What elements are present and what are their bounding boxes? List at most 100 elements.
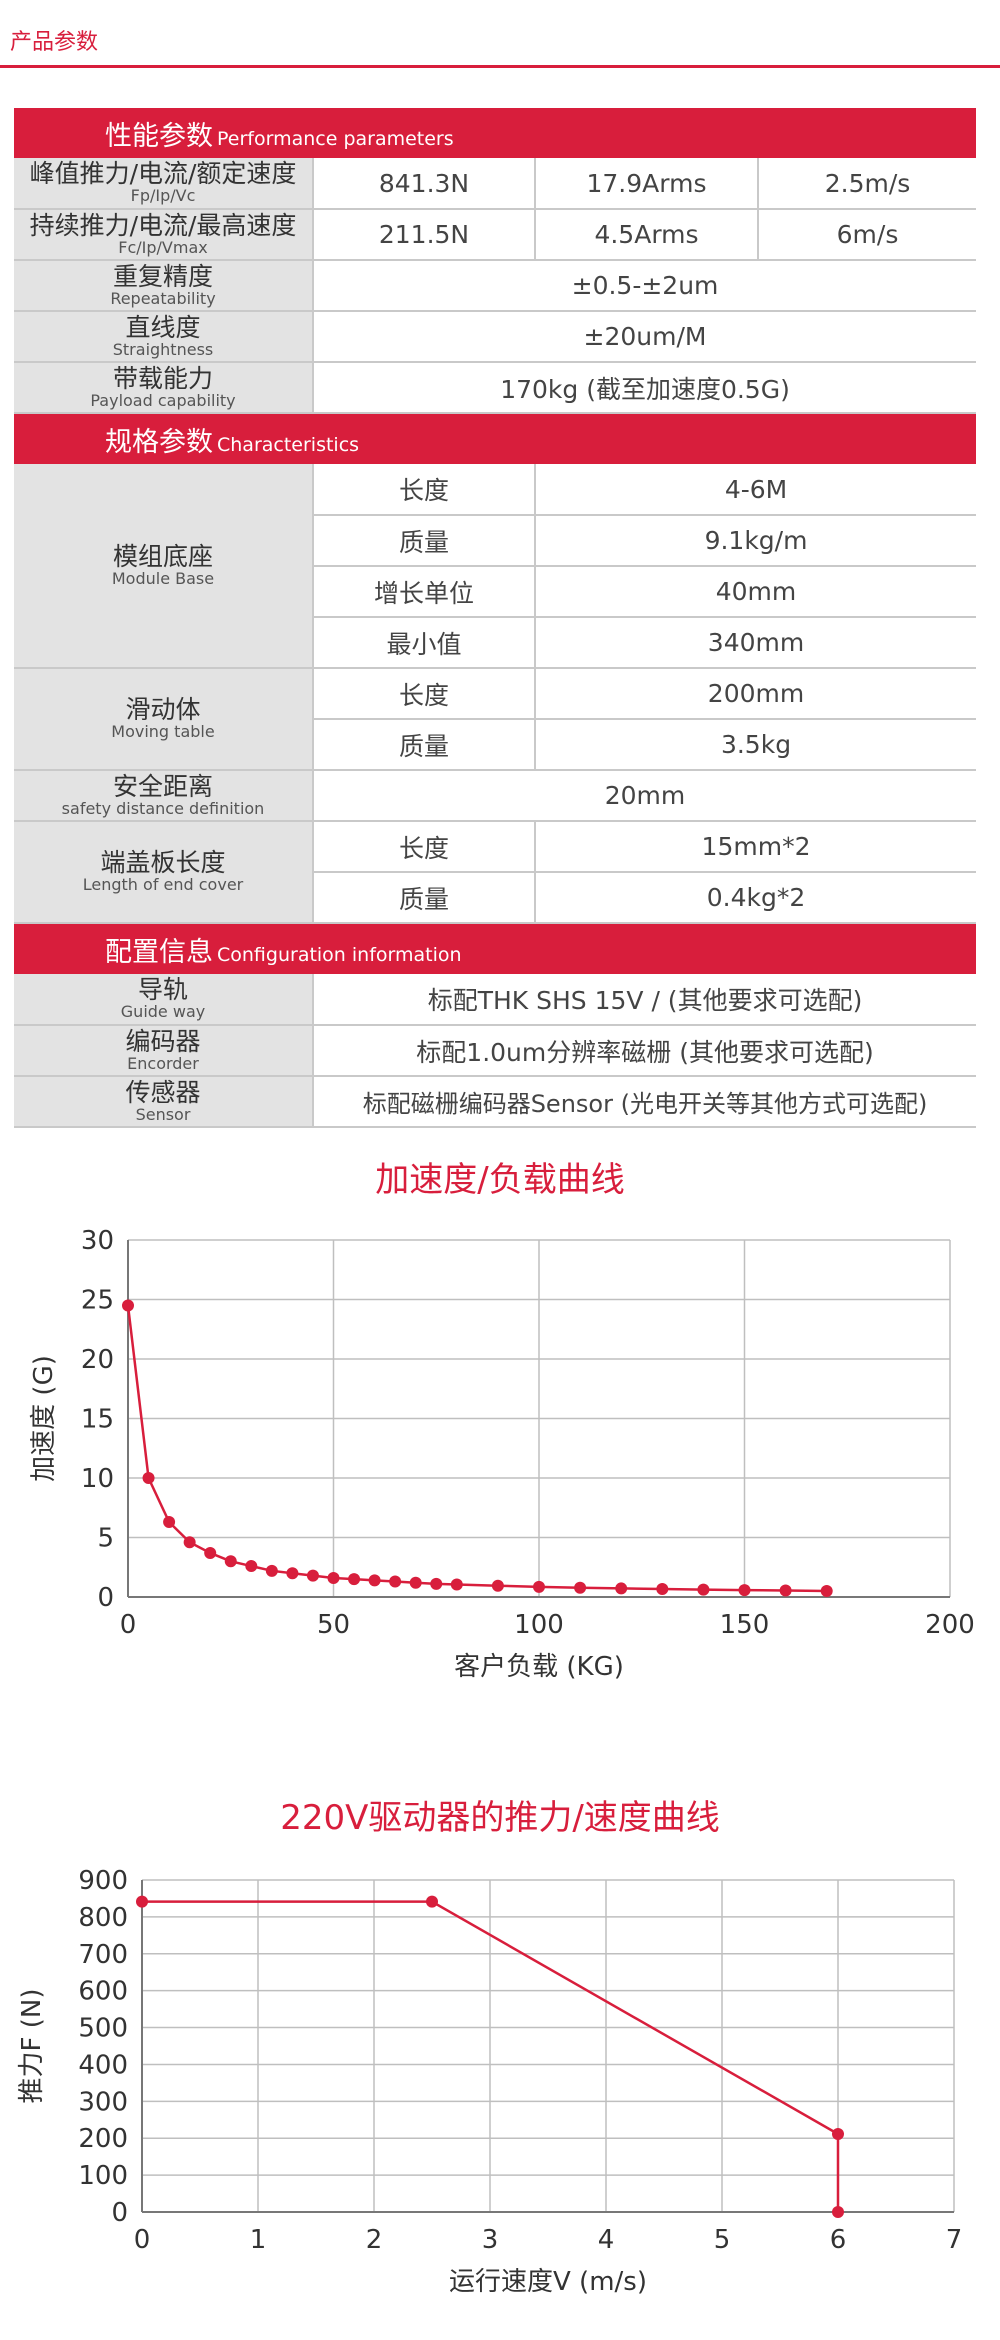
data-point bbox=[430, 1577, 443, 1590]
data-point bbox=[286, 1567, 299, 1580]
cell-value: 4-6M bbox=[535, 464, 977, 516]
cell-value: 6m/s bbox=[758, 209, 977, 261]
y-tick-label: 15 bbox=[81, 1405, 114, 1435]
row-label-en: Repeatability bbox=[110, 288, 216, 308]
row-label-en: Fc/Ip/Vmax bbox=[118, 237, 208, 257]
data-point bbox=[136, 1895, 148, 1908]
row-label: 模组底座 bbox=[112, 541, 213, 571]
row-label: 直线度 bbox=[125, 312, 201, 342]
data-point bbox=[656, 1583, 669, 1596]
cell-value: 标配THK SHS 15V / (其他要求可选配) bbox=[313, 974, 977, 1026]
row-label-en: Payload capability bbox=[90, 390, 236, 410]
x-tick-label: 50 bbox=[317, 1610, 350, 1640]
row-label: 滑动体 bbox=[125, 695, 201, 725]
cell-value: 17.9Arms bbox=[535, 158, 759, 210]
cell-key: 长度 bbox=[313, 668, 536, 720]
cell-key: 长度 bbox=[313, 464, 536, 516]
row-label: 持续推力/电流/最高速度 bbox=[29, 210, 297, 240]
section-subtitle: Characteristics bbox=[217, 433, 360, 456]
page-header-title: 产品参数 bbox=[10, 30, 99, 55]
cell-value: 4.5Arms bbox=[535, 209, 759, 261]
x-tick-label: 2 bbox=[366, 2225, 383, 2255]
x-axis-label: 客户负载 (KG) bbox=[454, 1652, 624, 1682]
y-axis-label: 加速度 (G) bbox=[29, 1355, 59, 1482]
data-point bbox=[142, 1472, 155, 1484]
page-header: 产品参数 bbox=[0, 0, 1000, 68]
table-row: 增长单位 40mm bbox=[14, 566, 977, 618]
table-row: 安全距离 safety distance definition 20mm bbox=[14, 770, 977, 822]
cell-value: 20mm bbox=[313, 770, 977, 822]
cell-value: 200mm bbox=[535, 668, 977, 720]
y-tick-label: 900 bbox=[78, 1866, 128, 1896]
table-row: 质量 0.4kg*2 bbox=[14, 872, 977, 924]
y-tick-label: 5 bbox=[97, 1524, 114, 1554]
force-speed-chart: 0 1 2 3 4 5 6 7 0 100 200 300 400 500 600 700 800 900 运行速度… bbox=[17, 1866, 963, 2297]
table-row: 滑动体 Moving table 长度 200mm bbox=[14, 668, 977, 771]
y-tick-label: 10 bbox=[81, 1464, 114, 1494]
table-row: 编码器 Encorder 标配1.0um分辨率磁栅 (其他要求可选配) bbox=[14, 1025, 977, 1077]
series-line bbox=[126, 1305, 827, 1593]
cell-value: 211.5N bbox=[313, 209, 536, 261]
data-point bbox=[450, 1578, 463, 1591]
y-tick-label: 300 bbox=[78, 2087, 128, 2117]
data-point bbox=[779, 1584, 792, 1597]
y-tick-label: 20 bbox=[81, 1345, 114, 1375]
data-point bbox=[183, 1536, 196, 1549]
y-tick-label: 30 bbox=[81, 1226, 114, 1256]
cell-value: 3.5kg bbox=[535, 719, 977, 771]
table-row: 质量 9.1kg/m bbox=[14, 515, 977, 567]
data-point bbox=[738, 1584, 751, 1597]
x-axis-label: 运行速度V (m/s) bbox=[449, 2267, 647, 2297]
chart-title-acceleration: 加速度/负载曲线 bbox=[375, 1160, 625, 1200]
x-tick-label: 5 bbox=[714, 2225, 731, 2255]
section-configuration: 配置信息 Configuration information bbox=[14, 923, 977, 974]
data-point bbox=[409, 1576, 422, 1589]
section-title: 配置信息 bbox=[105, 936, 213, 968]
data-point bbox=[122, 1299, 134, 1312]
table-row: 带载能力 Payload capability 170kg (截至加速度0.5G) bbox=[14, 362, 977, 414]
row-label-en: Moving table bbox=[111, 722, 215, 742]
row-label-en: Straightness bbox=[112, 339, 214, 359]
table-row: 直线度 Straightness ±20um/M bbox=[14, 311, 977, 363]
cell-value: 标配1.0um分辨率磁栅 (其他要求可选配) bbox=[313, 1025, 977, 1077]
row-label: 峰值推力/电流/额定速度 bbox=[29, 159, 297, 189]
section-title: 性能参数 bbox=[105, 120, 213, 152]
x-tick-label: 4 bbox=[598, 2225, 615, 2255]
cell-value: 841.3N bbox=[313, 158, 536, 210]
chart-title-force: 220V驱动器的推力/速度曲线 bbox=[280, 1798, 720, 1838]
cell-value: 170kg (截至加速度0.5G) bbox=[313, 362, 977, 414]
data-point bbox=[245, 1560, 258, 1573]
data-point bbox=[368, 1574, 381, 1587]
section-performance: 性能参数 Performance parameters bbox=[14, 108, 977, 158]
section-subtitle: Configuration information bbox=[217, 943, 462, 966]
cell-key: 最小值 bbox=[313, 617, 536, 669]
cell-value: 340mm bbox=[535, 617, 977, 669]
data-point bbox=[491, 1579, 504, 1592]
y-tick-label: 0 bbox=[97, 1583, 114, 1613]
row-label-en: safety distance definition bbox=[61, 798, 265, 818]
row-label: 编码器 bbox=[125, 1026, 201, 1056]
y-tick-label: 25 bbox=[81, 1286, 114, 1316]
table-row: 传感器 Sensor 标配磁栅编码器Sensor (光电开关等其他方式可选配) bbox=[14, 1076, 977, 1128]
x-tick-label: 150 bbox=[720, 1610, 770, 1640]
data-point bbox=[204, 1546, 217, 1559]
table-row: 最小值 340mm bbox=[14, 617, 977, 669]
row-label-en: Guide way bbox=[120, 1002, 206, 1022]
y-tick-label: 600 bbox=[78, 1977, 128, 2007]
cell-key: 长度 bbox=[313, 821, 536, 873]
cell-value: 0.4kg*2 bbox=[535, 872, 977, 924]
cell-key: 质量 bbox=[313, 515, 536, 567]
data-point bbox=[348, 1573, 361, 1586]
data-point bbox=[306, 1569, 319, 1582]
data-point bbox=[426, 1895, 438, 1908]
cell-value: 15mm*2 bbox=[535, 821, 977, 873]
y-tick-label: 800 bbox=[78, 1903, 128, 1933]
x-tick-label: 7 bbox=[946, 2225, 963, 2255]
row-label: 带载能力 bbox=[112, 363, 213, 393]
cell-value: ±20um/M bbox=[313, 311, 977, 363]
cell-value: 2.5m/s bbox=[758, 158, 977, 210]
table-row: 峰值推力/电流/额定速度 Fp/Ip/Vc 841.3N 17.9Arms 2.5… bbox=[14, 158, 977, 210]
row-label: 重复精度 bbox=[112, 261, 213, 291]
row-label: 传感器 bbox=[125, 1077, 201, 1107]
row-label: 导轨 bbox=[137, 975, 188, 1005]
